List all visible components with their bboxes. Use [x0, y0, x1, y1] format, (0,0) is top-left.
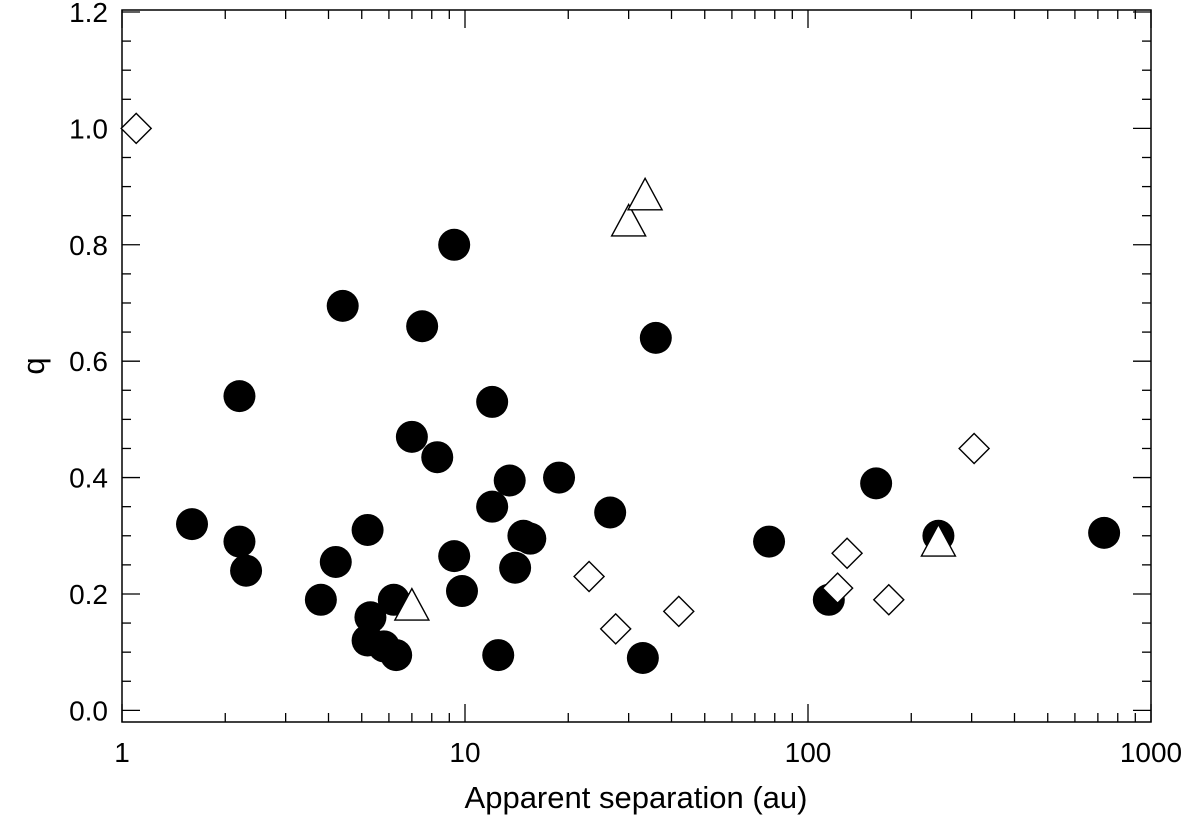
filled-circle-point	[354, 601, 387, 634]
filled-circle-point	[421, 441, 454, 474]
open-diamond-point	[831, 537, 864, 570]
open-diamond-point	[662, 595, 695, 628]
x-axis-title: Apparent separation (au)	[465, 780, 808, 815]
filled-circle-point	[543, 461, 576, 494]
y-tick-label: 0.6	[69, 346, 108, 377]
filled-circle-point	[304, 583, 337, 616]
open-triangle-point	[393, 587, 431, 621]
open-triangle-point	[610, 203, 647, 237]
filled-circle-point	[223, 380, 256, 413]
open-triangle-point	[920, 523, 957, 557]
filled-circle-point	[438, 540, 471, 573]
x-tick-label: 1	[114, 737, 130, 768]
filled-circle-point	[493, 464, 526, 497]
filled-circle-point	[499, 551, 532, 584]
plot-frame	[121, 9, 1152, 723]
filled-circle-point	[176, 508, 209, 541]
filled-circle-point	[438, 228, 471, 261]
x-tick-label: 1000	[1120, 737, 1182, 768]
filled-circle-point	[326, 289, 359, 322]
filled-circle-point	[482, 639, 515, 672]
y-tick-label: 1.0	[69, 113, 108, 144]
filled-circle-point	[230, 554, 263, 587]
y-tick-label: 0.8	[69, 230, 108, 261]
filled-circle-point	[753, 525, 786, 558]
y-tick-label: 1.2	[69, 0, 108, 28]
filled-circle-point	[395, 420, 428, 453]
open-diamond-point	[821, 572, 854, 605]
y-tick-label: 0.2	[69, 579, 108, 610]
open-diamond-point	[872, 583, 905, 616]
filled-circle-point	[319, 545, 352, 578]
data-points	[120, 112, 1121, 674]
axis-ticks	[121, 10, 1152, 722]
open-triangle-point	[626, 176, 664, 211]
open-diamond-point	[599, 612, 632, 645]
filled-circle-point	[476, 490, 509, 523]
y-axis-title: q	[16, 357, 51, 374]
filled-circle-point	[594, 496, 627, 529]
filled-circle-point	[1088, 516, 1121, 549]
y-tick-label: 0.0	[69, 695, 108, 726]
filled-circle-point	[445, 575, 478, 608]
filled-circle-point	[406, 310, 439, 343]
open-diamond-point	[573, 560, 606, 593]
open-diamond-point	[958, 432, 991, 465]
open-diamond-point	[120, 112, 153, 145]
filled-circle-point	[639, 321, 672, 354]
filled-circle-point	[514, 522, 547, 555]
filled-circle-point	[380, 639, 413, 672]
filled-circle-point	[860, 467, 893, 500]
x-tick-label: 100	[785, 737, 832, 768]
filled-circle-point	[626, 641, 659, 674]
tick-labels: 1 10 100 1000 0.0 0.2 0.4 0.6 0.8 1.0 1.2	[69, 0, 1182, 768]
x-tick-label: 10	[449, 737, 480, 768]
filled-circle-point	[476, 385, 509, 418]
filled-circle-point	[223, 525, 256, 558]
filled-circle-point	[351, 513, 384, 546]
y-tick-label: 0.4	[69, 463, 108, 494]
